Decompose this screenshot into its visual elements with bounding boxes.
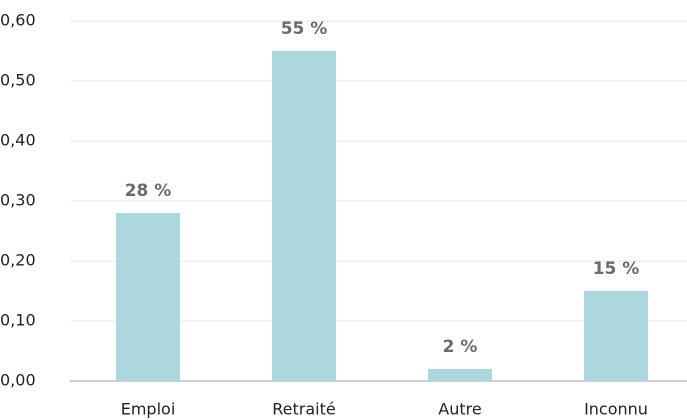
bar (584, 291, 648, 381)
value-label: 28 % (125, 181, 172, 201)
y-tick-label: 0,60 (0, 11, 36, 30)
y-tick-label: 0,50 (0, 71, 36, 90)
y-tick-label: 0,10 (0, 311, 36, 330)
y-tick-label: 0,30 (0, 191, 36, 210)
value-label: 55 % (281, 19, 328, 39)
y-tick-label: 0,20 (0, 251, 36, 270)
value-label: 2 % (443, 337, 478, 357)
value-label: 15 % (593, 259, 640, 279)
x-tick-label: Retraité (272, 400, 335, 419)
x-tick-label: Inconnu (584, 400, 648, 419)
bar (428, 369, 492, 381)
bar (116, 213, 180, 381)
x-tick-label: Emploi (121, 400, 176, 419)
y-tick-label: 0,00 (0, 371, 36, 390)
bar (272, 51, 336, 381)
y-tick-label: 0,40 (0, 131, 36, 150)
x-tick-label: Autre (438, 400, 481, 419)
